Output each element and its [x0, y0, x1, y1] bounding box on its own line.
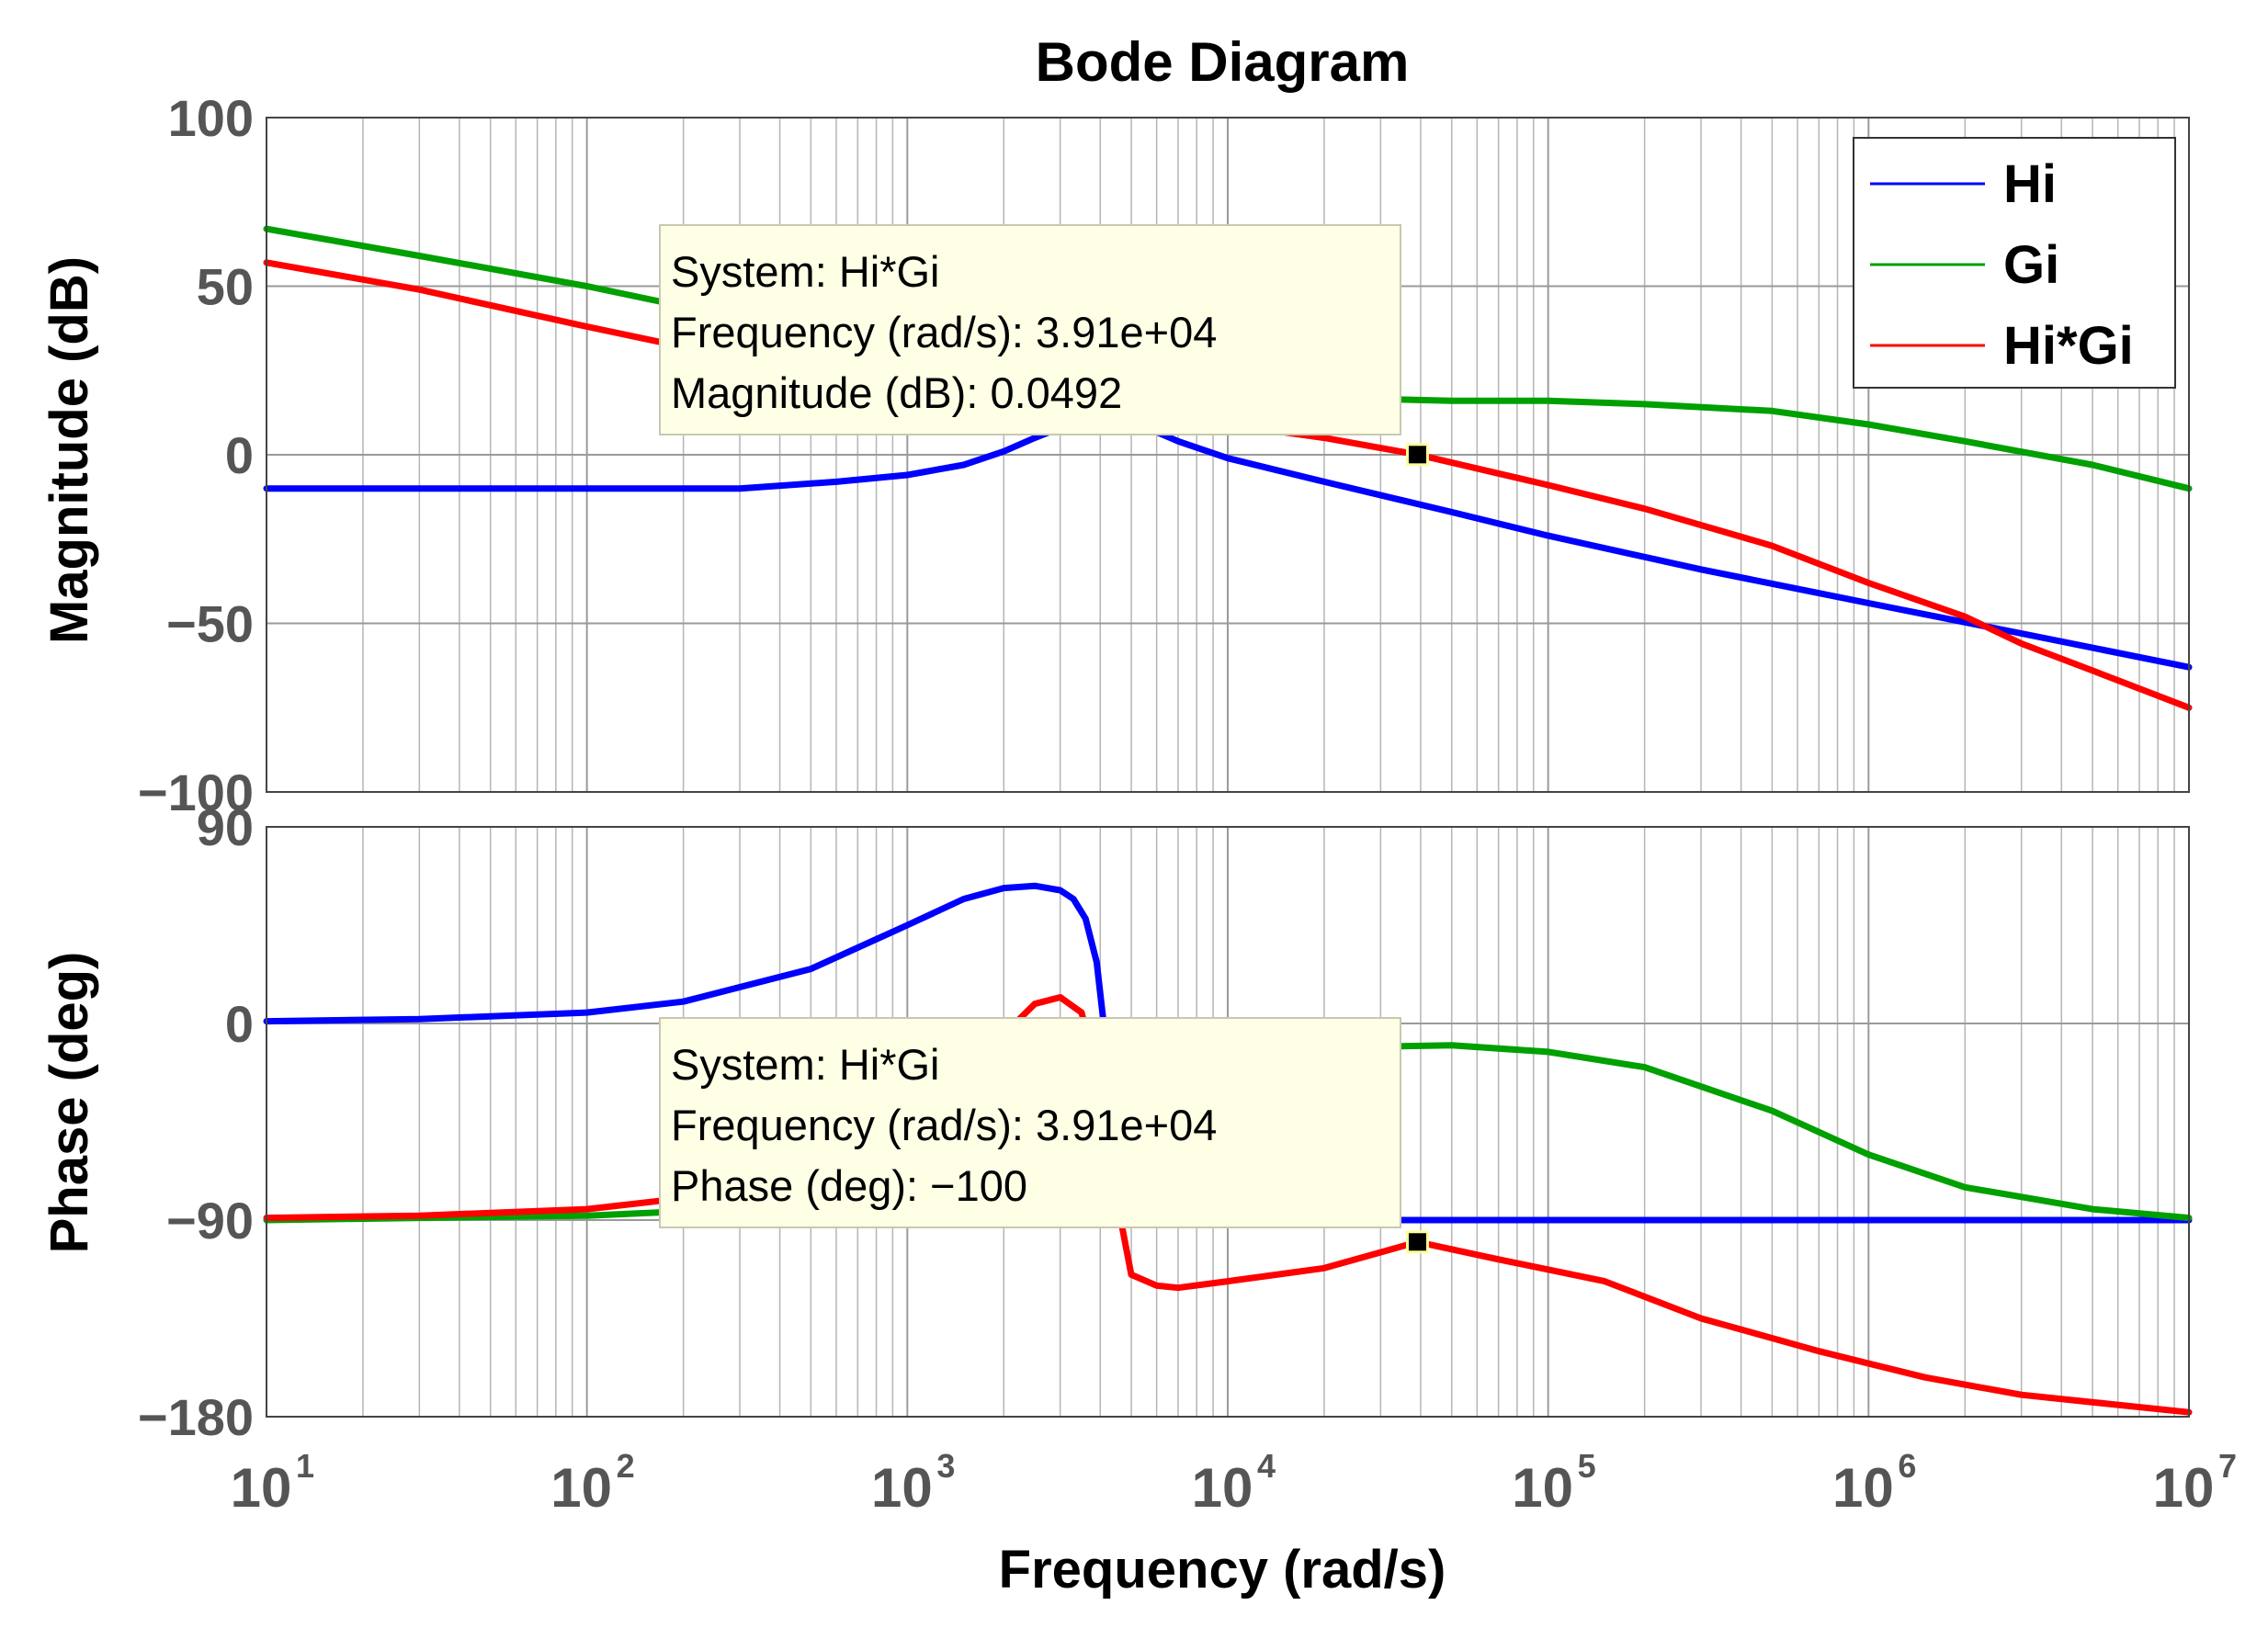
magnitude-datatip-value: Magnitude (dB): 0.0492: [671, 368, 1122, 417]
magnitude-datatip-system: System: Hi*Gi: [671, 247, 940, 296]
phase-datatip-value: Phase (deg): −100: [671, 1161, 1027, 1210]
legend-label: Hi: [2003, 154, 2057, 214]
legend: Hi Gi Hi*Gi: [1853, 137, 2176, 389]
magnitude-datatip-marker[interactable]: [1405, 443, 1429, 467]
phase-frame: [266, 826, 2190, 1418]
phase-y-label: Phase (deg): [40, 952, 99, 1254]
x-tick-exponent: 2: [617, 1447, 635, 1485]
phase-panel: 90 0 −90 −180 Phase (deg) System: Hi*Gi Fre…: [40, 798, 2193, 1446]
x-tick-label: 10 2: [550, 1447, 634, 1519]
x-tick-base: 10: [550, 1457, 612, 1519]
magnitude-y-tick-label: −50: [166, 595, 254, 653]
x-tick-base: 10: [871, 1457, 933, 1519]
magnitude-datatip[interactable]: System: Hi*Gi Frequency (rad/s): 3.91e+0…: [659, 224, 1401, 435]
phase-datatip[interactable]: System: Hi*Gi Frequency (rad/s): 3.91e+0…: [659, 1017, 1401, 1228]
magnitude-y-tick-label: 100: [168, 89, 254, 147]
x-tick-base: 10: [2153, 1457, 2215, 1519]
x-tick-exponent: 6: [1898, 1447, 1916, 1485]
magnitude-y-tick-label: −100: [138, 763, 254, 821]
x-axis-label: Frequency (rad/s): [999, 1540, 1446, 1600]
phase-y-tick-label: −180: [138, 1388, 254, 1446]
x-tick-base: 10: [231, 1457, 292, 1519]
x-tick-label: 10 7: [2153, 1447, 2237, 1519]
x-tick-label: 10 6: [1832, 1447, 1916, 1519]
x-tick-exponent: 7: [2218, 1447, 2237, 1485]
x-tick-base: 10: [1512, 1457, 1573, 1519]
magnitude-grid: [266, 117, 2189, 793]
phase-y-ticks: 90 0 −90 −180: [138, 798, 254, 1446]
x-tick-labels: 10 1 10 2 10 3 10 4 10 5 10 6 10 7: [231, 1447, 2237, 1519]
x-tick-base: 10: [1192, 1457, 1253, 1519]
chart-title: Bode Diagram: [1036, 31, 1410, 93]
magnitude-datatip-frequency: Frequency (rad/s): 3.91e+04: [671, 308, 1217, 356]
phase-datatip-system: System: Hi*Gi: [671, 1040, 940, 1089]
x-tick-exponent: 5: [1578, 1447, 1596, 1485]
x-tick-exponent: 1: [296, 1447, 314, 1485]
x-tick-base: 10: [1832, 1457, 1894, 1519]
magnitude-y-ticks: 100 50 0 −50 −100: [138, 89, 254, 821]
magnitude-frame: [266, 117, 2190, 793]
magnitude-y-tick-label: 50: [197, 258, 254, 316]
x-tick-label: 10 3: [871, 1447, 955, 1519]
phase-datatip-box: [659, 1017, 1401, 1228]
legend-label: Gi: [2003, 235, 2059, 295]
phase-y-tick-label: −90: [166, 1192, 254, 1249]
magnitude-y-tick-label: 0: [225, 426, 254, 484]
phase-y-tick-label: 0: [225, 995, 254, 1053]
magnitude-panel: 100 50 0 −50 −100 Magnitude (dB) System: Hi*…: [40, 89, 2193, 821]
magnitude-datatip-box: [659, 224, 1401, 435]
x-tick-exponent: 3: [936, 1447, 955, 1485]
phase-datatip-frequency: Frequency (rad/s): 3.91e+04: [671, 1101, 1217, 1149]
legend-label: Hi*Gi: [2003, 316, 2134, 376]
x-tick-label: 10 5: [1512, 1447, 1595, 1519]
x-tick-exponent: 4: [1257, 1447, 1276, 1485]
phase-y-tick-label: 90: [197, 798, 254, 856]
x-tick-label: 10 1: [231, 1447, 314, 1519]
magnitude-y-label: Magnitude (dB): [40, 256, 99, 644]
x-tick-label: 10 4: [1192, 1447, 1276, 1519]
phase-datatip-marker[interactable]: [1405, 1230, 1429, 1254]
